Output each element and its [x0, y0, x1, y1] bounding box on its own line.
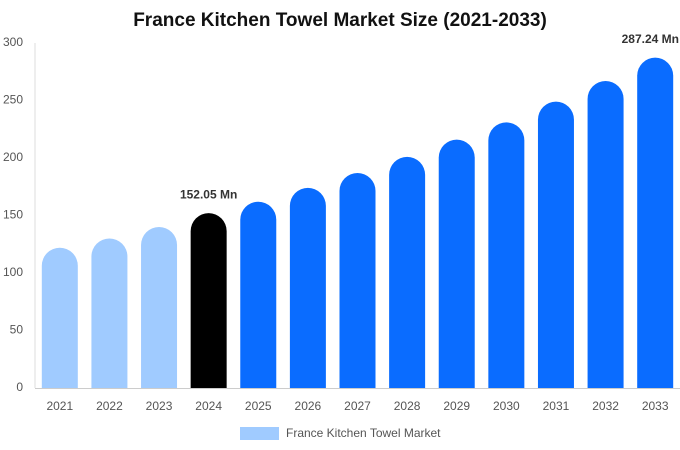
bar — [488, 122, 525, 388]
bar — [537, 101, 574, 388]
bar — [438, 139, 475, 388]
x-tick-label: 2022 — [96, 399, 123, 413]
y-tick-label: 100 — [3, 265, 23, 279]
x-tick-label: 2033 — [642, 399, 669, 413]
y-tick-label: 300 — [3, 35, 23, 49]
y-tick-label: 0 — [16, 380, 23, 394]
bar — [240, 201, 277, 388]
legend-swatch — [240, 427, 279, 440]
bar — [141, 227, 178, 388]
chart-title: France Kitchen Towel Market Size (2021-2… — [133, 10, 547, 31]
value-label: 287.24 Mn — [622, 32, 679, 46]
x-tick-label: 2023 — [146, 399, 173, 413]
bar — [289, 187, 326, 388]
y-tick-label: 250 — [3, 93, 23, 107]
y-tick-label: 50 — [10, 323, 24, 337]
bar — [339, 172, 376, 388]
x-tick-label: 2030 — [493, 399, 520, 413]
value-label: 152.05 Mn — [180, 187, 237, 201]
bar — [637, 57, 674, 388]
x-tick-label: 2026 — [295, 399, 322, 413]
bar — [91, 238, 128, 388]
x-tick-label: 2024 — [195, 399, 222, 413]
x-tick-label: 2029 — [443, 399, 470, 413]
x-tick-label: 2027 — [344, 399, 371, 413]
y-tick-label: 200 — [3, 150, 23, 164]
y-tick-label: 150 — [3, 208, 23, 222]
legend-label: France Kitchen Towel Market — [286, 426, 441, 440]
bar — [587, 80, 624, 388]
x-tick-label: 2031 — [543, 399, 570, 413]
bar — [190, 213, 227, 388]
x-tick-label: 2025 — [245, 399, 272, 413]
bar — [389, 156, 426, 388]
x-tick-label: 2032 — [592, 399, 619, 413]
x-tick-label: 2021 — [46, 399, 73, 413]
x-tick-label: 2028 — [394, 399, 421, 413]
bar — [41, 247, 78, 388]
